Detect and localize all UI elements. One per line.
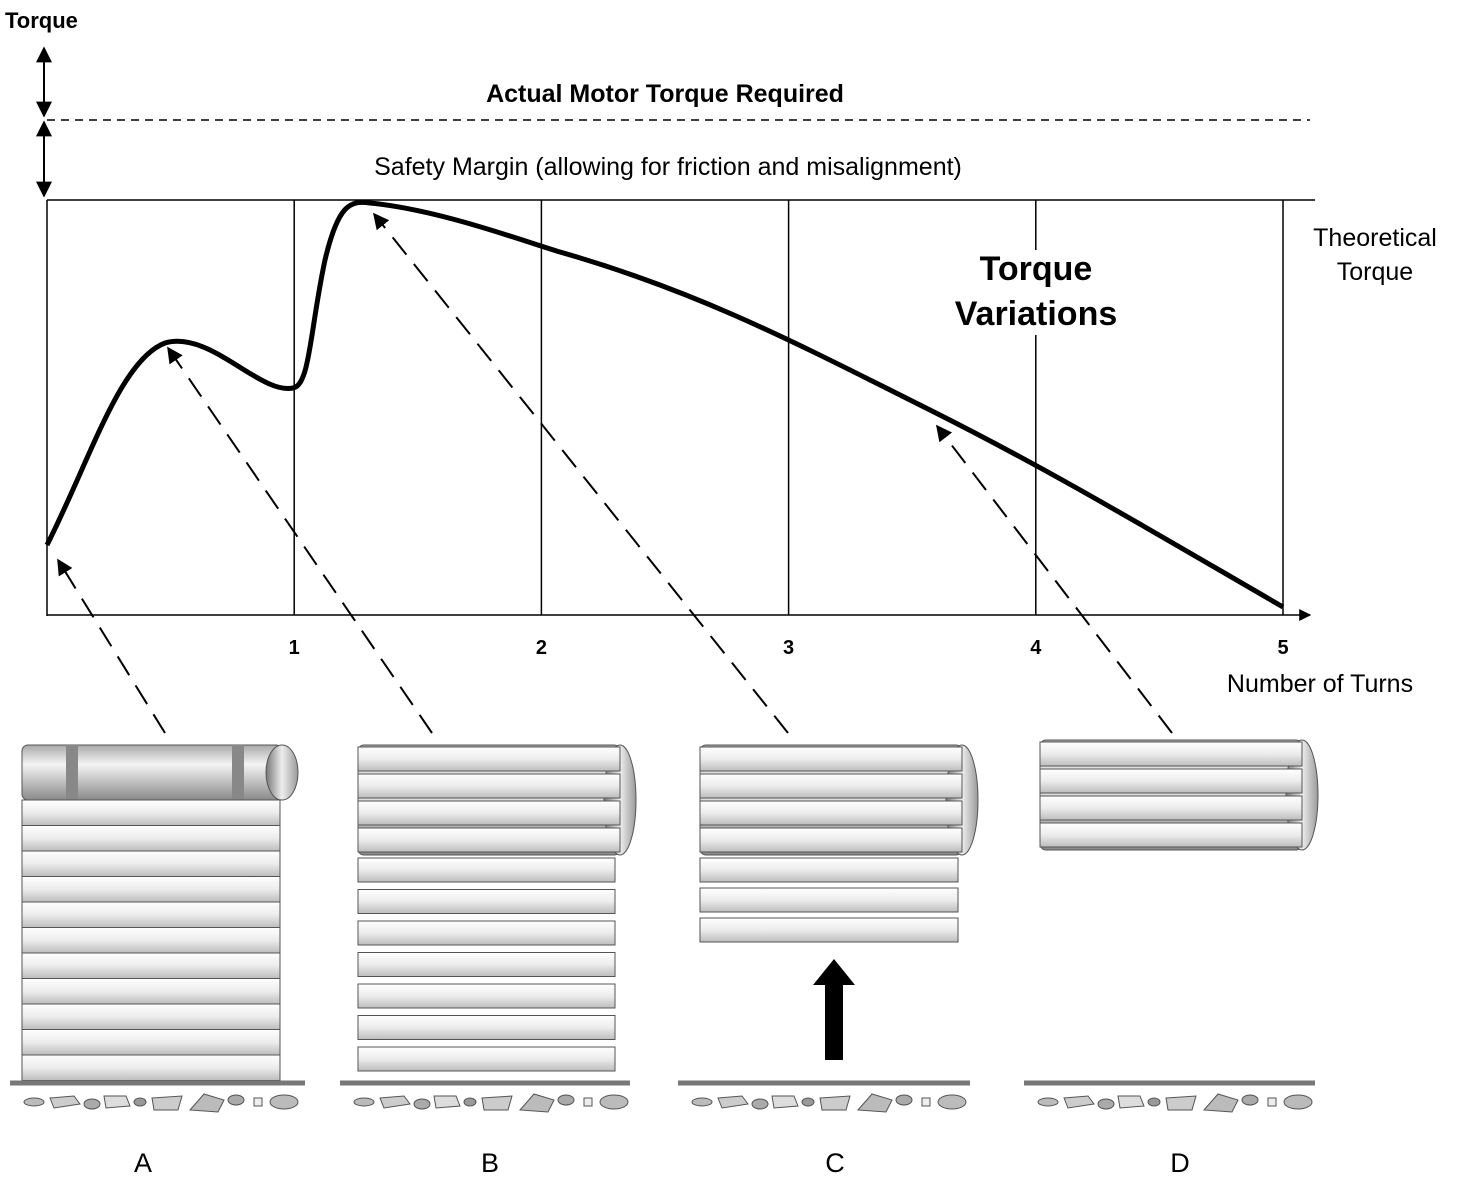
stage-arrow	[57, 558, 166, 734]
slat	[699, 917, 959, 943]
stage-label: A	[134, 1148, 152, 1178]
x-tick-label: 3	[783, 637, 794, 659]
stage-arrow	[167, 346, 433, 734]
band	[66, 745, 78, 800]
stage-label: C	[825, 1148, 845, 1178]
slat	[699, 827, 963, 853]
margin-note: Safety Margin (allowing for friction and…	[374, 153, 962, 181]
stones	[353, 1093, 629, 1113]
slat	[21, 927, 281, 954]
theoretical-label: Theoretical	[1313, 224, 1437, 252]
slat	[699, 800, 963, 826]
slat	[357, 857, 616, 883]
stones	[23, 1093, 299, 1113]
slat	[357, 889, 616, 914]
curve-label: Torque	[980, 250, 1093, 288]
slat	[1039, 795, 1303, 821]
slat	[699, 857, 959, 883]
slat	[21, 876, 281, 903]
stage-label: D	[1170, 1148, 1190, 1178]
slat	[21, 1029, 281, 1056]
x-tick-label: 5	[1277, 637, 1288, 659]
slat	[21, 1054, 281, 1081]
slat	[21, 978, 281, 1005]
x-label: Number of Turns	[1227, 670, 1413, 698]
slat	[21, 1003, 281, 1030]
stage-arrow	[373, 212, 789, 734]
x-tick-label: 1	[289, 637, 300, 659]
slat	[1039, 768, 1303, 794]
stage-label: B	[481, 1148, 499, 1178]
curve-label: Variations	[955, 295, 1118, 333]
slat	[699, 773, 963, 799]
slat	[357, 827, 621, 853]
slat	[1039, 822, 1303, 848]
stones	[1037, 1093, 1313, 1113]
stage-arrow	[936, 424, 1173, 734]
stones	[691, 1093, 967, 1113]
slat	[357, 952, 616, 977]
band	[232, 745, 244, 800]
slat	[357, 1046, 616, 1072]
theoretical-label: Torque	[1337, 258, 1413, 286]
x-tick-label: 4	[1030, 637, 1042, 659]
slat	[357, 746, 621, 772]
slat	[357, 800, 621, 826]
slat	[1039, 741, 1303, 767]
lift-arrow	[813, 959, 855, 1060]
slat	[357, 773, 621, 799]
slat	[357, 920, 616, 946]
slat	[699, 746, 963, 772]
title: Actual Motor Torque Required	[486, 80, 844, 108]
slat	[699, 887, 959, 913]
slat	[357, 983, 616, 1009]
torque-curve	[44, 199, 1285, 610]
x-tick-label: 2	[536, 637, 547, 659]
slat	[21, 850, 281, 877]
slat	[21, 799, 281, 826]
slat	[21, 825, 281, 852]
drum-cap	[265, 744, 299, 801]
slat	[21, 901, 281, 928]
slat	[357, 1015, 616, 1040]
y-label: Torque	[5, 8, 78, 33]
slat	[21, 952, 281, 979]
label-bg	[945, 250, 1130, 335]
